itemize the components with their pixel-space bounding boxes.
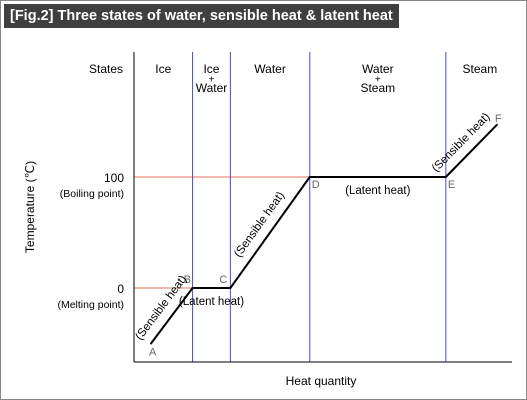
state-label: Water xyxy=(196,81,228,95)
states-header: States xyxy=(89,62,123,76)
y-tick-sublabel: (Melting point) xyxy=(57,299,124,311)
x-axis-label: Heat quantity xyxy=(286,374,357,388)
curve-segment xyxy=(150,287,194,345)
state-label: Steam xyxy=(463,62,498,76)
point-label-d: D xyxy=(312,179,320,191)
y-tick-label: 0 xyxy=(117,282,124,296)
figure-title: [Fig.2] Three states of water, sensible … xyxy=(4,4,399,28)
state-label: Ice xyxy=(203,62,219,76)
curve-segment xyxy=(444,123,498,178)
point-label-f: F xyxy=(495,113,502,125)
point-label-a: A xyxy=(149,347,157,359)
sensible-heat-annotation: (Sensible heat) xyxy=(430,111,493,175)
curve-segment xyxy=(229,176,311,289)
sensible-heat-annotation: (Sensible heat) xyxy=(232,190,287,260)
latent-heat-annotation: (Latent heat) xyxy=(179,296,244,308)
state-label: Water xyxy=(254,62,286,76)
y-axis-label: Temperature (℃) xyxy=(23,161,37,253)
y-tick-label: 100 xyxy=(104,171,124,185)
point-label-b: B xyxy=(184,274,191,286)
state-label: Water xyxy=(362,62,394,76)
state-label: Ice xyxy=(155,62,171,76)
latent-heat-annotation: (Latent heat) xyxy=(345,185,410,197)
state-label: + xyxy=(375,75,381,86)
point-label-c: C xyxy=(219,274,227,286)
y-tick-sublabel: (Boiling point) xyxy=(60,188,124,200)
state-label: Steam xyxy=(360,81,395,95)
point-label-e: E xyxy=(448,179,455,191)
state-label: + xyxy=(209,75,215,86)
